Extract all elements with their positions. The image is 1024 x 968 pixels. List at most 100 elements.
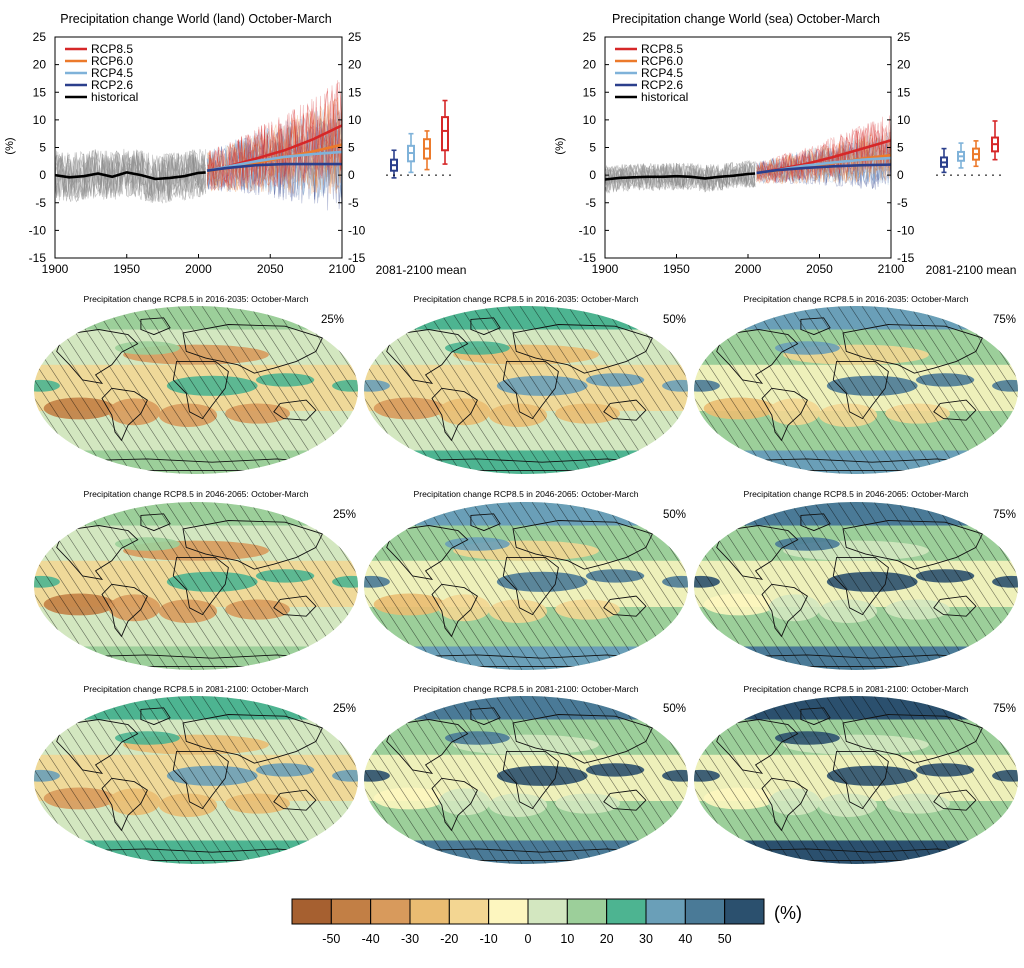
scenario-member-line [756, 139, 891, 186]
coastline [101, 583, 148, 638]
map-anomaly-region [703, 787, 775, 810]
hatch-line [177, 306, 289, 474]
map-anomaly-region [496, 765, 588, 786]
coastline [603, 789, 647, 811]
map-anomaly-region [585, 569, 645, 583]
hatch-line [364, 502, 427, 670]
colorbar-swatch [606, 898, 647, 925]
scenario-member-line [206, 104, 342, 194]
coastline [716, 525, 799, 580]
coastline [140, 707, 171, 726]
map-percentile: 75% [993, 703, 1016, 715]
map-percentile: 50% [663, 703, 686, 715]
map-title: Precipitation change RCP8.5 in 2016-2035… [84, 294, 309, 304]
colorbar-tick-label: 40 [678, 932, 692, 946]
x-tick-label: 2000 [735, 262, 762, 276]
hatch-line [694, 696, 769, 864]
hatch-line [447, 696, 559, 864]
map-anomaly-region [43, 787, 115, 810]
hatch-line [364, 306, 439, 474]
hatch-line [543, 696, 655, 864]
hatch-line [1017, 696, 1018, 864]
hatch-line [837, 306, 949, 474]
map-anomaly-region [496, 375, 588, 396]
hatch-line [93, 306, 205, 474]
hatch-line [285, 502, 358, 670]
hatch-line [694, 306, 781, 474]
hatch-line [129, 306, 241, 474]
coastline [800, 317, 831, 336]
coastline [56, 525, 139, 580]
hatch-line [861, 306, 973, 474]
colorbar-tick-label: 10 [560, 932, 574, 946]
colorbar-swatch [684, 898, 726, 925]
y-tick-label: -5 [585, 196, 596, 210]
scenario-member-line [756, 132, 891, 184]
map-anomaly-region [225, 599, 290, 620]
map-anomaly-region [992, 575, 1018, 588]
hatch-line [471, 696, 583, 864]
land-boxplot-label: 2081-2100 mean [376, 263, 467, 277]
hatch-line [627, 306, 688, 474]
y-tick-label: 10 [33, 113, 47, 127]
boxplot-rcp45 [407, 132, 415, 174]
hatch-line [603, 696, 688, 864]
map-field [34, 306, 358, 474]
hatch-line [825, 502, 937, 670]
map-anomaly-region [662, 575, 688, 588]
hatch-line [789, 306, 901, 474]
coastline [512, 520, 654, 570]
legend-entry: RCP6.0 [641, 54, 683, 68]
map-anomaly-region [255, 569, 315, 583]
hatch-line [285, 306, 358, 474]
coastline [56, 329, 139, 384]
coastline [512, 324, 654, 374]
hatch-line [273, 696, 358, 864]
map-high-latitude-band [34, 450, 358, 474]
y-tick-label: 15 [583, 85, 597, 99]
scenario-member-line [206, 101, 342, 194]
map-anomaly-region [43, 593, 115, 616]
boxplot-rcp26 [940, 147, 948, 174]
scenario-member-line [206, 80, 342, 189]
coastline [431, 777, 478, 832]
colorbar-swatch [370, 898, 411, 925]
y-tick-label-right: 5 [348, 141, 355, 155]
x-tick-label: 1950 [663, 262, 690, 276]
hatch-line [531, 502, 643, 670]
coastline [832, 556, 889, 616]
hatch-line [177, 696, 289, 864]
hatch-line [813, 306, 925, 474]
hatch-line [364, 502, 439, 670]
scenario-member-line [756, 132, 891, 183]
hatch-line [849, 696, 961, 864]
x-tick-label: 2050 [806, 262, 833, 276]
hatch-line [945, 696, 1018, 864]
y-tick-label-right: -10 [897, 223, 915, 237]
coastline [101, 777, 148, 832]
hatch-line [1017, 502, 1018, 670]
map-high-latitude-band [34, 646, 358, 670]
y-tick-label: -15 [579, 251, 597, 265]
hatch-line [531, 306, 643, 474]
map-percentile: 75% [993, 509, 1016, 521]
hatch-line [117, 306, 229, 474]
hatch-line [753, 696, 865, 864]
coastline [716, 329, 799, 384]
hatch-line [741, 696, 853, 864]
x-tick-label: 2100 [878, 262, 905, 276]
coastline [56, 719, 139, 774]
scenario-member-line [756, 135, 891, 185]
map-title: Precipitation change RCP8.5 in 2016-2035… [744, 294, 969, 304]
hatch-line [57, 306, 169, 474]
map-anomaly-region [826, 571, 918, 592]
coastline [502, 750, 559, 810]
legend-entry: historical [91, 90, 138, 104]
map-anomaly-region [166, 375, 258, 396]
map-anomaly-region [438, 398, 491, 426]
hatch-line [789, 502, 901, 670]
map-high-latitude-band [364, 450, 688, 474]
boxplot-rcp85 [991, 120, 999, 161]
map-anomaly-region [34, 379, 60, 392]
hatch-line [81, 502, 193, 670]
